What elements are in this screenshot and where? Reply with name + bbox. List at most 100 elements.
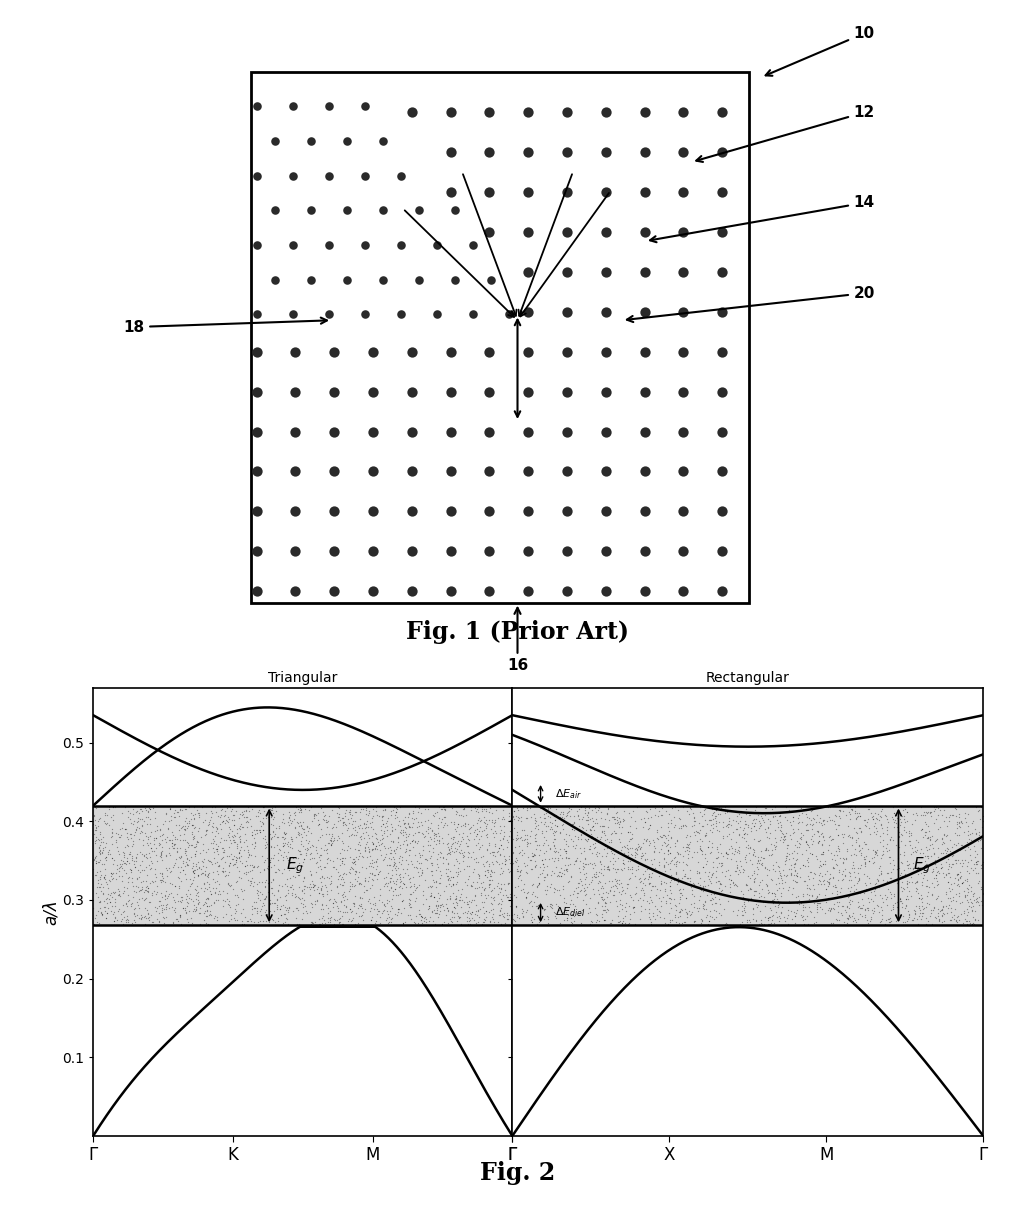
Point (506, 818, 523, 837)
Point (905, 853, 921, 873)
Point (509, 856, 526, 876)
Point (764, 883, 780, 903)
Point (692, 879, 709, 899)
Point (637, 222, 653, 242)
Point (632, 837, 649, 857)
Point (461, 830, 477, 850)
Point (375, 801, 391, 820)
Point (89, 810, 106, 830)
Point (151, 834, 168, 853)
Point (736, 894, 752, 914)
Point (441, 889, 457, 909)
Point (745, 909, 762, 928)
Point (386, 879, 403, 899)
Point (552, 845, 568, 865)
Point (366, 899, 383, 919)
Point (691, 863, 708, 883)
Point (848, 846, 864, 866)
Point (472, 825, 489, 845)
Point (253, 906, 269, 926)
Point (173, 847, 189, 867)
Point (252, 862, 268, 882)
Point (459, 856, 475, 876)
Point (550, 849, 566, 868)
Point (350, 868, 366, 888)
Point (761, 882, 777, 901)
Point (246, 833, 263, 852)
Point (414, 861, 431, 880)
Point (674, 914, 690, 933)
Point (118, 894, 135, 914)
Point (933, 855, 949, 874)
Point (678, 817, 694, 836)
Point (870, 866, 887, 885)
Point (302, 842, 319, 862)
Point (412, 904, 428, 923)
Point (317, 874, 333, 894)
Point (860, 851, 877, 871)
Point (465, 235, 481, 254)
Point (263, 849, 279, 868)
Point (509, 861, 526, 880)
Point (321, 235, 337, 254)
Point (150, 835, 167, 855)
Point (916, 866, 933, 885)
Point (360, 867, 377, 887)
Point (946, 873, 963, 893)
Point (481, 462, 498, 481)
Point (140, 802, 156, 822)
Point (246, 856, 263, 876)
Y-axis label: a/λ: a/λ (41, 899, 59, 925)
Point (955, 882, 972, 901)
Point (455, 846, 472, 866)
Point (442, 542, 459, 561)
Point (209, 836, 226, 856)
Point (209, 856, 226, 876)
Point (231, 847, 247, 867)
Point (697, 844, 713, 863)
Point (406, 874, 422, 894)
Point (705, 818, 721, 837)
Point (595, 911, 612, 931)
Point (751, 812, 768, 831)
Point (183, 874, 200, 894)
Point (423, 822, 440, 841)
Point (723, 837, 740, 857)
Point (342, 899, 358, 919)
Point (950, 906, 967, 926)
Point (766, 797, 782, 817)
Point (218, 798, 235, 818)
Point (400, 905, 416, 925)
Point (462, 898, 478, 917)
Point (414, 815, 431, 835)
Point (384, 820, 401, 840)
Point (393, 853, 410, 873)
Point (137, 846, 153, 866)
Point (770, 813, 787, 833)
Point (972, 830, 988, 850)
Point (559, 501, 575, 521)
Point (261, 828, 277, 847)
Point (178, 813, 195, 833)
Point (389, 901, 406, 921)
Point (319, 839, 335, 858)
Point (602, 914, 619, 933)
Text: 16: 16 (507, 608, 528, 673)
Point (226, 855, 242, 874)
Point (602, 841, 619, 861)
Point (901, 826, 918, 846)
Point (662, 893, 679, 912)
Point (802, 798, 819, 818)
Point (867, 874, 884, 894)
Point (671, 893, 687, 912)
Point (792, 867, 808, 887)
Point (905, 814, 921, 834)
Point (655, 907, 672, 927)
Point (540, 907, 557, 927)
Point (151, 911, 168, 931)
Point (675, 142, 691, 162)
Point (771, 857, 788, 877)
Point (102, 901, 119, 921)
Point (166, 835, 182, 855)
Point (802, 844, 819, 863)
